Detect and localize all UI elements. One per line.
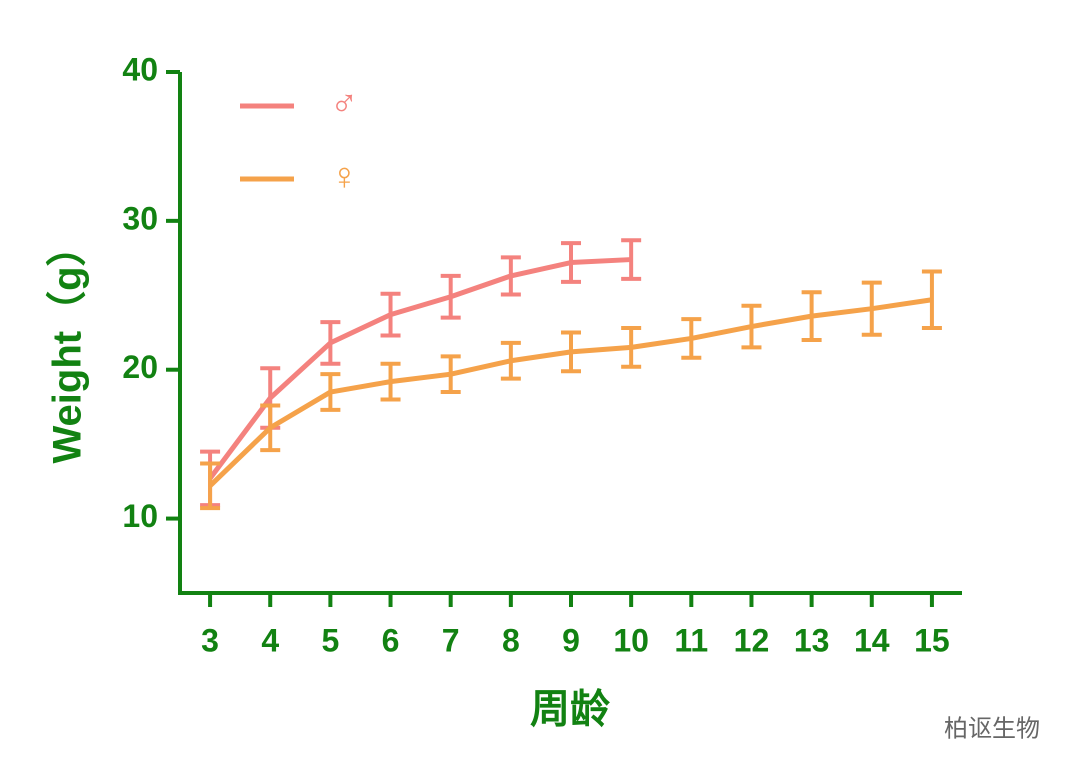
x-tick-label: 12 <box>734 622 770 658</box>
x-tick-label: 10 <box>613 622 649 658</box>
x-tick-label: 9 <box>562 622 580 658</box>
watermark: 柏讴生物 <box>944 715 1040 742</box>
x-tick-label: 8 <box>502 622 520 658</box>
y-tick-label: 30 <box>122 200 158 236</box>
x-tick-label: 5 <box>321 622 339 658</box>
legend-label: ♀ <box>330 156 359 198</box>
error-bar <box>801 290 822 342</box>
x-tick-label: 14 <box>854 622 890 658</box>
error-bar <box>681 317 702 360</box>
error-bar <box>440 273 461 320</box>
error-bar <box>561 241 581 284</box>
error-bar <box>561 330 581 374</box>
error-bar <box>921 269 942 331</box>
error-bar <box>500 255 521 297</box>
y-tick-label: 20 <box>122 349 158 385</box>
error-bar <box>320 372 341 412</box>
error-bar <box>380 291 401 338</box>
x-tick-label: 3 <box>201 622 219 658</box>
x-tick-label: 13 <box>794 622 830 658</box>
error-bar <box>861 280 882 337</box>
x-tick-label: 6 <box>382 622 400 658</box>
error-bar <box>320 320 341 366</box>
series-line <box>208 257 632 480</box>
legend-label: ♂ <box>330 83 359 125</box>
x-axis-label: 周龄 <box>530 688 610 732</box>
error-bar <box>200 461 221 511</box>
x-tick-label: 11 <box>674 622 708 658</box>
error-bar <box>621 326 642 369</box>
y-axis-label: Weight（g） <box>46 226 90 463</box>
x-tick-label: 7 <box>442 622 460 658</box>
y-tick-label: 10 <box>122 498 158 534</box>
error-bar <box>621 238 642 281</box>
x-tick-label: 4 <box>261 622 279 658</box>
error-bar <box>741 303 762 350</box>
x-tick-label: 15 <box>914 622 950 658</box>
series-line <box>208 297 933 488</box>
y-tick-label: 40 <box>122 51 158 87</box>
error-bar <box>260 403 281 453</box>
error-bar <box>440 354 461 395</box>
error-bar <box>380 361 401 402</box>
error-bar <box>500 340 521 381</box>
